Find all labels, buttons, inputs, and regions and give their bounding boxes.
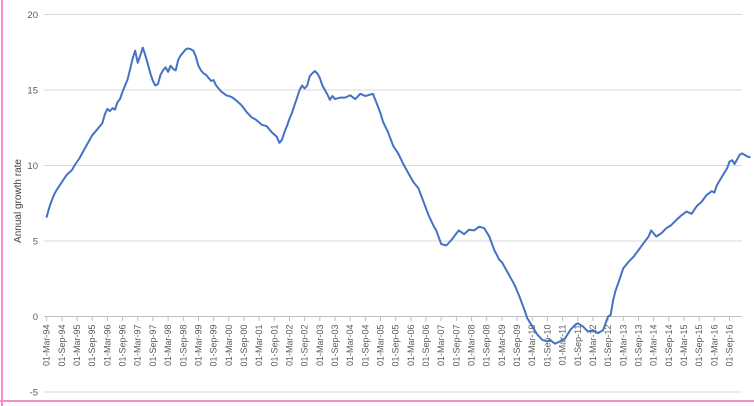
left-edge-accent [1,0,3,406]
x-tick-label: 01-Sep-12 [603,325,613,367]
x-tick-label: 01-Mar-95 [72,325,82,367]
x-tick-label: 01-Sep-16 [725,325,735,367]
x-tick-label: 01-Mar-10 [527,325,537,367]
x-tick-label: 01-Sep-00 [239,325,249,367]
x-tick-label: 01-Mar-16 [709,325,719,367]
x-tick-label: 01-Mar-05 [376,325,386,367]
x-tick-label: 01-Mar-98 [163,325,173,367]
x-tick-label: 01-Mar-94 [42,325,52,367]
x-tick-label: 01-Sep-96 [118,325,128,367]
y-tick-label: 10 [27,161,38,172]
x-tick-label: 01-Sep-14 [664,325,674,367]
x-tick-label: 01-Sep-01 [269,325,279,367]
y-tick-label: 15 [27,86,38,97]
y-tick-label: 20 [27,10,38,21]
y-tick-label: 5 [33,237,38,248]
growth-rate-line [45,46,751,345]
x-tick-label: 01-Mar-06 [406,325,416,367]
x-tick-label: 01-Sep-06 [421,325,431,367]
x-tick-label: 01-Sep-04 [360,325,370,367]
x-tick-label: 01-Mar-04 [345,325,355,367]
x-tick-label: 01-Mar-00 [224,325,234,367]
x-tick-label: 01-Mar-02 [284,325,294,367]
x-tick-label: 01-Mar-09 [497,325,507,367]
x-tick-label: 01-Mar-03 [315,325,325,367]
x-tick-label: 01-Mar-12 [588,325,598,367]
x-tick-label: 01-Sep-02 [300,325,310,367]
y-tick-label: 0 [33,312,38,323]
x-tick-label: 01-Mar-97 [133,325,143,367]
x-tick-label: 01-Mar-07 [436,325,446,367]
x-tick-label: 01-Mar-96 [102,325,112,367]
x-tick-label: 01-Sep-13 [633,325,643,367]
y-tick-label: -5 [30,388,38,399]
bottom-edge-accent [0,400,754,402]
x-tick-label: 01-Sep-95 [87,325,97,367]
x-tick-label: 01-Mar-14 [649,325,659,367]
x-tick-label: 01-Mar-15 [679,325,689,367]
x-tick-label: 01-Sep-07 [451,325,461,367]
x-tick-label: 01-Sep-05 [391,325,401,367]
x-tick-label: 01-Mar-11 [558,325,568,366]
x-tick-label: 01-Sep-94 [57,325,67,367]
x-tick-label: 01-Mar-08 [467,325,477,367]
x-tick-label: 01-Sep-97 [148,325,158,367]
x-tick-label: 01-Sep-11 [573,325,583,366]
x-tick-label: 01-Sep-99 [209,325,219,367]
x-tick-label: 01-Sep-09 [512,325,522,367]
x-tick-label: 01-Sep-03 [330,325,340,367]
y-axis-title: Annual growth rate [13,159,24,243]
x-tick-label: 01-Sep-98 [178,325,188,367]
x-tick-label: 01-Sep-10 [542,325,552,367]
x-tick-label: 01-Sep-15 [694,325,704,367]
x-tick-label: 01-Mar-01 [254,325,264,367]
x-tick-label: 01-Mar-99 [193,325,203,367]
x-tick-label: 01-Sep-08 [482,325,492,367]
x-tick-label: 01-Mar-13 [618,325,628,367]
